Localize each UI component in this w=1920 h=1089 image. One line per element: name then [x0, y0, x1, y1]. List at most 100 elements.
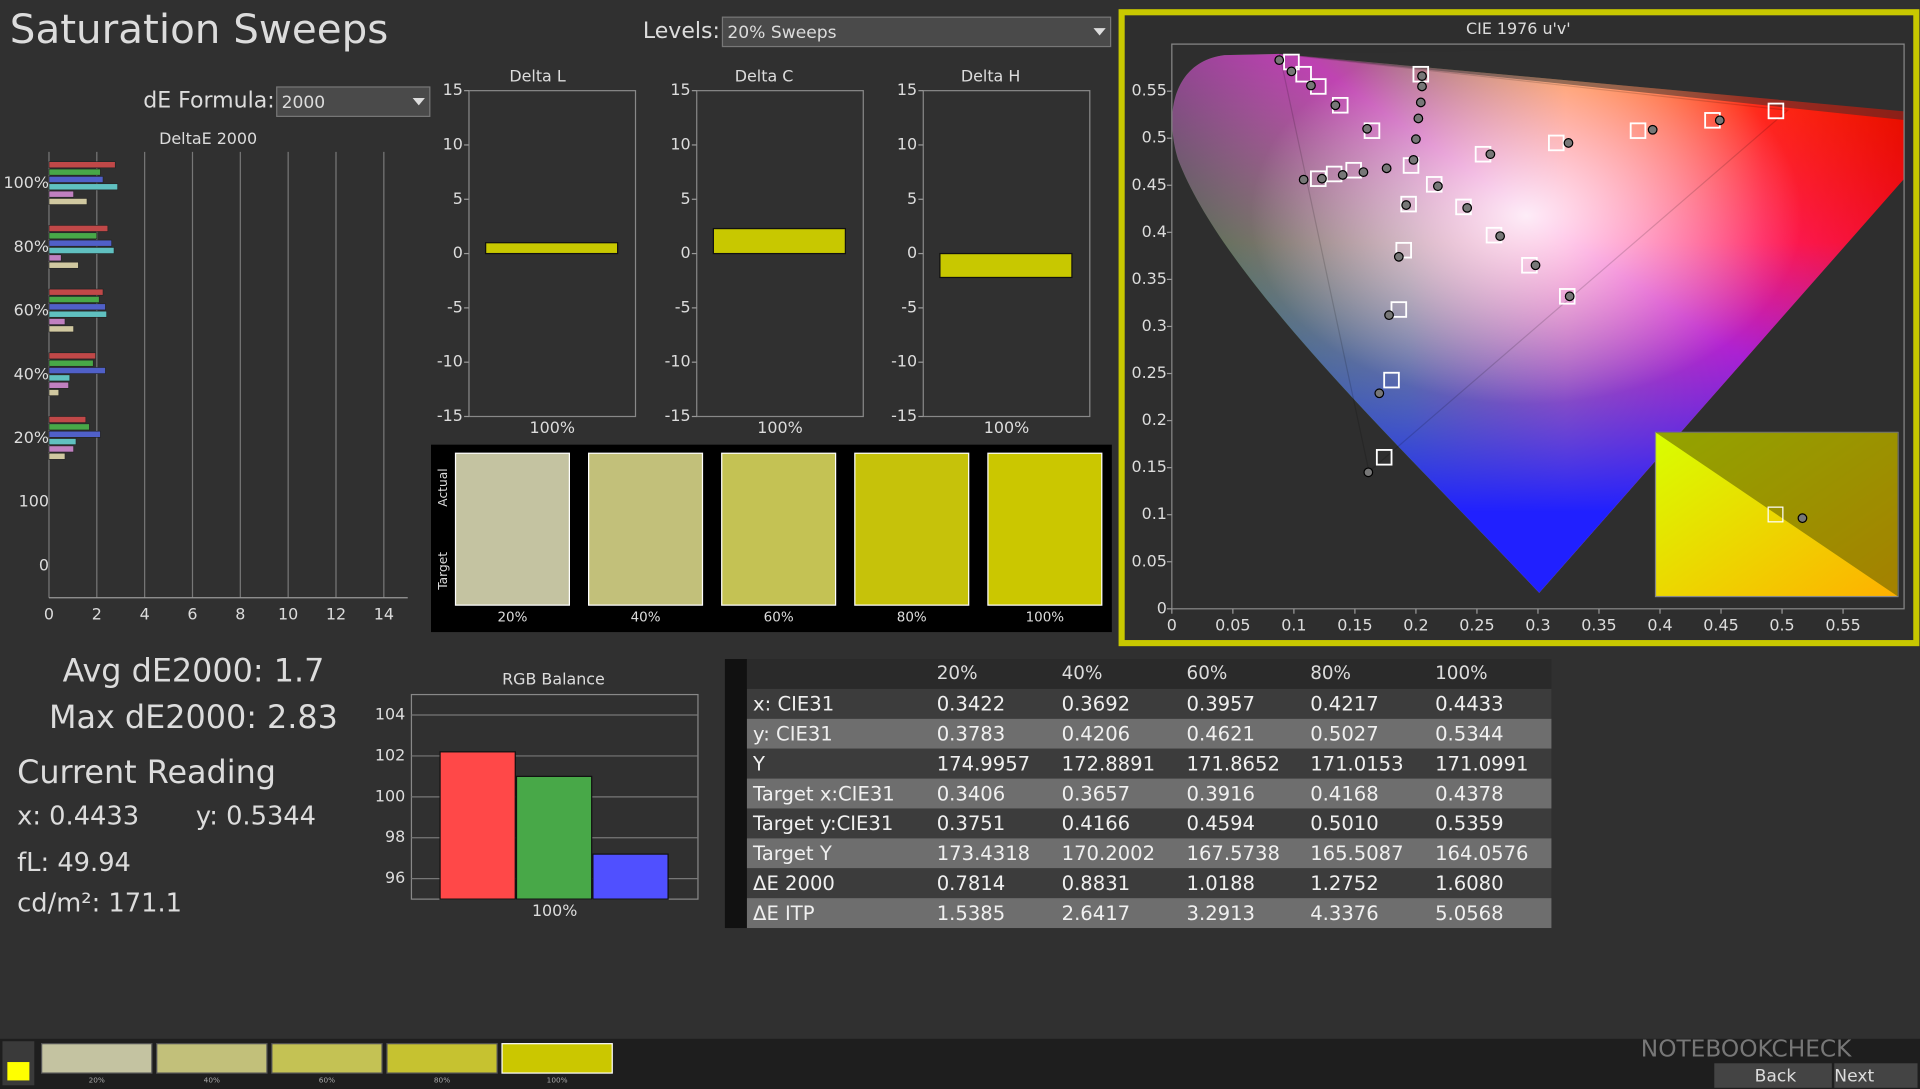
measured-point: [1530, 260, 1541, 271]
table-cell: 0.4206: [1062, 722, 1131, 745]
formula-dropdown[interactable]: [276, 86, 431, 117]
chart-title: CIE 1976 u'v': [1466, 19, 1571, 38]
table-cell: 5.0568: [1435, 902, 1504, 925]
reading-fl: fL: 49.94: [17, 848, 131, 878]
y-tick-label: -10: [891, 352, 917, 371]
thumbnail[interactable]: [386, 1043, 498, 1074]
y-tick-label: 0: [680, 243, 690, 262]
thumbnail[interactable]: [41, 1043, 153, 1074]
thumbnail-label: 60%: [319, 1075, 335, 1084]
table-header: 20%: [937, 663, 978, 684]
target-label: Target: [436, 552, 450, 591]
bar: [48, 452, 66, 460]
thumbnail[interactable]: [271, 1043, 383, 1074]
y-tick-label: 0.1: [1142, 504, 1167, 523]
table-row: [746, 718, 1552, 749]
table-row: [746, 688, 1552, 719]
bar: [48, 239, 112, 247]
bar: [48, 198, 88, 205]
thumbnail[interactable]: [156, 1043, 268, 1074]
x-tick-label: 0.1: [1281, 615, 1306, 634]
table-row: [746, 748, 1552, 779]
chart-title: Delta L: [509, 67, 565, 86]
bar: [48, 381, 69, 389]
y-tick-label: 100: [375, 786, 405, 805]
y-tick-label: 5: [680, 189, 690, 208]
measured-point: [1317, 173, 1327, 184]
x-tick-label: 0.35: [1581, 615, 1616, 634]
bar: [48, 318, 66, 325]
x-tick-label: 14: [374, 604, 394, 623]
bar: [48, 438, 77, 445]
thumbnail[interactable]: [501, 1043, 613, 1074]
table-row: [746, 838, 1552, 869]
levels-value: 20% Sweeps: [727, 23, 836, 43]
inset-shade: [1655, 432, 1898, 597]
table-cell: 171.8652: [1187, 752, 1280, 775]
x-tick-label: 0: [1167, 615, 1177, 634]
inset-measured: [1797, 513, 1808, 524]
measured-point: [1714, 115, 1725, 126]
bar: [48, 190, 74, 198]
table-cell: 0.4378: [1435, 782, 1504, 805]
measured-point: [1306, 80, 1316, 91]
x-tick-label: 10: [278, 604, 298, 623]
actual-label: Actual: [436, 468, 450, 506]
back-button[interactable]: [1714, 1063, 1832, 1088]
x-tick-label: 0.4: [1647, 615, 1672, 634]
avg-de: Avg dE2000: 1.7: [63, 652, 325, 690]
swatch: [454, 452, 570, 606]
target-point: [1295, 65, 1312, 83]
next-button[interactable]: [1834, 1063, 1918, 1088]
bar: [592, 853, 669, 900]
table-row: [746, 868, 1552, 899]
table-cell: 167.5738: [1187, 842, 1280, 865]
measured-point: [1330, 100, 1341, 111]
inset-target: [1767, 506, 1784, 523]
y-tick-label: -15: [437, 406, 463, 425]
bar: [439, 751, 516, 900]
y-tick-label: 0.4: [1142, 222, 1167, 241]
x-tick-label: 2: [92, 604, 102, 623]
x-tick-label: 100%: [530, 418, 575, 437]
table-cell: 4.3376: [1310, 902, 1379, 925]
target-point: [1558, 288, 1576, 305]
bar: [48, 161, 116, 169]
y-tick-label: 100: [19, 492, 49, 511]
y-tick-label: 0.25: [1132, 363, 1167, 382]
swatch: [854, 452, 970, 606]
measured-point: [1408, 154, 1419, 165]
bar: [48, 176, 104, 183]
measured-point: [1462, 202, 1473, 213]
table-row: [746, 778, 1552, 809]
table-cell: 0.3692: [1062, 693, 1131, 716]
table-cell: 0.4433: [1435, 693, 1504, 716]
x-tick-label: 4: [140, 604, 150, 623]
measured-point: [1363, 467, 1374, 478]
levels-dropdown[interactable]: [721, 16, 1112, 48]
table-cell: 0.3657: [1062, 782, 1131, 805]
table-cell: 2.6417: [1062, 902, 1131, 925]
measured-point: [1337, 170, 1348, 180]
table-cell: 3.2913: [1187, 902, 1256, 925]
table-header-bg: [746, 659, 1552, 689]
y-tick-label: -10: [437, 352, 463, 371]
table-cell: Target Y: [752, 842, 832, 865]
table-cell: 0.5010: [1310, 812, 1379, 835]
bar: [48, 261, 79, 269]
table-cell: 0.5344: [1435, 722, 1504, 745]
measured-point: [1286, 66, 1297, 77]
measured-point: [1298, 174, 1309, 185]
y-tick-label: 0.05: [1132, 551, 1167, 570]
thumbnail-label: 80%: [434, 1075, 450, 1084]
measured-point: [1362, 123, 1373, 134]
table-header: 40%: [1062, 663, 1103, 684]
x-tick-label: 0.15: [1337, 615, 1372, 634]
measured-point: [1358, 167, 1369, 178]
table-cell: 1.6080: [1435, 872, 1504, 895]
y-tick-label: 15: [897, 80, 917, 99]
table-cell: 174.9957: [937, 752, 1030, 775]
y-tick-label: 0.45: [1132, 175, 1167, 194]
bar: [48, 303, 106, 311]
table-cell: ΔE ITP: [753, 902, 815, 925]
